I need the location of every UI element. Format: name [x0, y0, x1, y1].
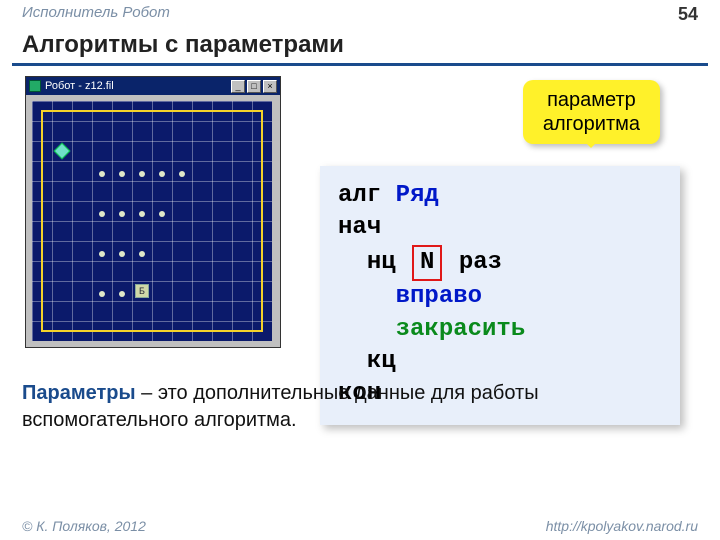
code-l6: кц: [338, 346, 662, 378]
grid-dot: [119, 171, 125, 177]
kw-kc: кц: [367, 348, 396, 375]
code-l5: закрасить: [338, 314, 662, 346]
code-l4: вправо: [338, 281, 662, 313]
robot-diamond: [54, 143, 71, 160]
footer-right: http://kpolyakov.narod.ru: [546, 518, 698, 534]
algo-name: Ряд: [396, 182, 439, 209]
grid-dot: [139, 251, 145, 257]
kw-nc: нц: [367, 249, 396, 276]
title-rule: [12, 63, 708, 66]
grid-border: [41, 110, 263, 332]
term-parameters: Параметры: [22, 382, 136, 404]
grid-dot: [179, 171, 185, 177]
param-N: N: [412, 245, 442, 281]
grid-dot: [99, 291, 105, 297]
maximize-button[interactable]: □: [247, 80, 261, 93]
callout-line1: параметр: [547, 89, 636, 111]
grid-dot: [119, 251, 125, 257]
page-title: Алгоритмы с параметрами: [0, 25, 720, 63]
grid-dot: [99, 211, 105, 217]
grid-dot: [139, 171, 145, 177]
grid-wrap: Б: [26, 95, 280, 347]
grid-dot: [119, 211, 125, 217]
base-cell: Б: [135, 284, 149, 298]
robot-window: Робот - z12.fil _ □ × Б: [25, 76, 281, 348]
section-label: Исполнитель Робот: [22, 4, 170, 25]
code-l3: нц N раз: [338, 245, 662, 281]
code-l1: алг Ряд: [338, 180, 662, 212]
callout-line2: алгоритма: [543, 113, 640, 135]
footer-left: © К. Поляков, 2012: [22, 518, 146, 534]
window-title: Робот - z12.fil: [45, 80, 231, 92]
close-button[interactable]: ×: [263, 80, 277, 93]
grid-dot: [139, 211, 145, 217]
code-l2: нач: [338, 212, 662, 244]
body-text: Параметры – это дополнительные данные дл…: [22, 380, 698, 434]
robot-grid: Б: [32, 101, 272, 341]
kw-alg: алг: [338, 182, 381, 209]
callout: параметр алгоритма: [523, 80, 660, 144]
grid-dot: [99, 251, 105, 257]
app-icon: [29, 80, 41, 92]
grid-dot: [159, 171, 165, 177]
cmd-fill: закрасить: [396, 316, 526, 343]
titlebar: Робот - z12.fil _ □ ×: [26, 77, 280, 95]
kw-raz: раз: [459, 249, 502, 276]
cmd-right: вправо: [396, 283, 482, 310]
minimize-button[interactable]: _: [231, 80, 245, 93]
grid-dot: [119, 291, 125, 297]
page-number: 54: [678, 4, 698, 25]
grid-dot: [99, 171, 105, 177]
grid-dot: [159, 211, 165, 217]
